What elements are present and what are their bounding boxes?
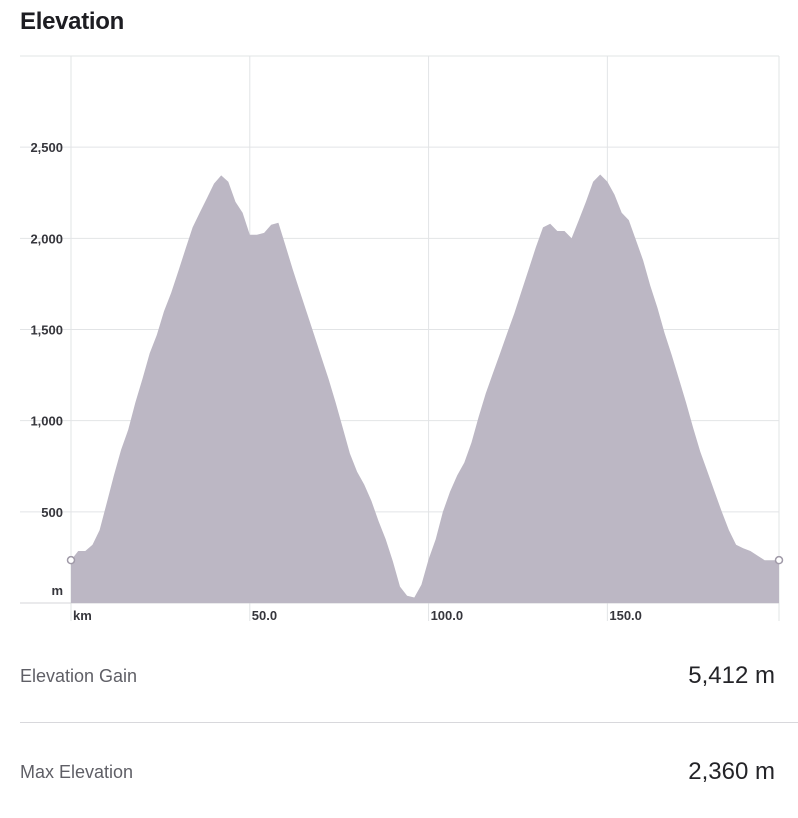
elevation-chart: 500 1,000 1,500 2,000 2,500 m km 50.0 100.0 150.… (20, 55, 784, 623)
y-tick-label: 1,000 (30, 414, 63, 429)
x-tick-label: 150.0 (609, 608, 642, 623)
y-unit-label: m (51, 583, 63, 598)
chart-title: Elevation (20, 8, 124, 35)
y-tick-label: 2,500 (30, 140, 63, 155)
max-elevation-label: Max Elevation (20, 761, 134, 782)
y-tick-label: 1,500 (30, 323, 63, 338)
elevation-area (71, 174, 779, 603)
start-marker (66, 555, 76, 565)
x-tick-label: 50.0 (252, 608, 277, 623)
max-elevation-row: Max Elevation 2,360 m (20, 752, 778, 792)
elevation-gain-value: 5,412 m (688, 662, 775, 689)
x-tick-label: 100.0 (431, 608, 464, 623)
elevation-gain-label: Elevation Gain (20, 665, 138, 686)
y-tick-label: 2,000 (30, 231, 63, 246)
y-axis-ticks: 500 1,000 1,500 2,000 2,500 m (30, 140, 63, 598)
y-tick-label: 500 (41, 505, 63, 520)
endpoint-markers (66, 555, 784, 565)
end-marker (774, 555, 784, 565)
divider (20, 722, 798, 723)
x-tick-label: km (73, 608, 92, 623)
max-elevation-value: 2,360 m (688, 758, 775, 785)
elevation-gain-row: Elevation Gain 5,412 m (20, 656, 778, 696)
x-axis-ticks: km 50.0 100.0 150.0 (73, 608, 642, 623)
